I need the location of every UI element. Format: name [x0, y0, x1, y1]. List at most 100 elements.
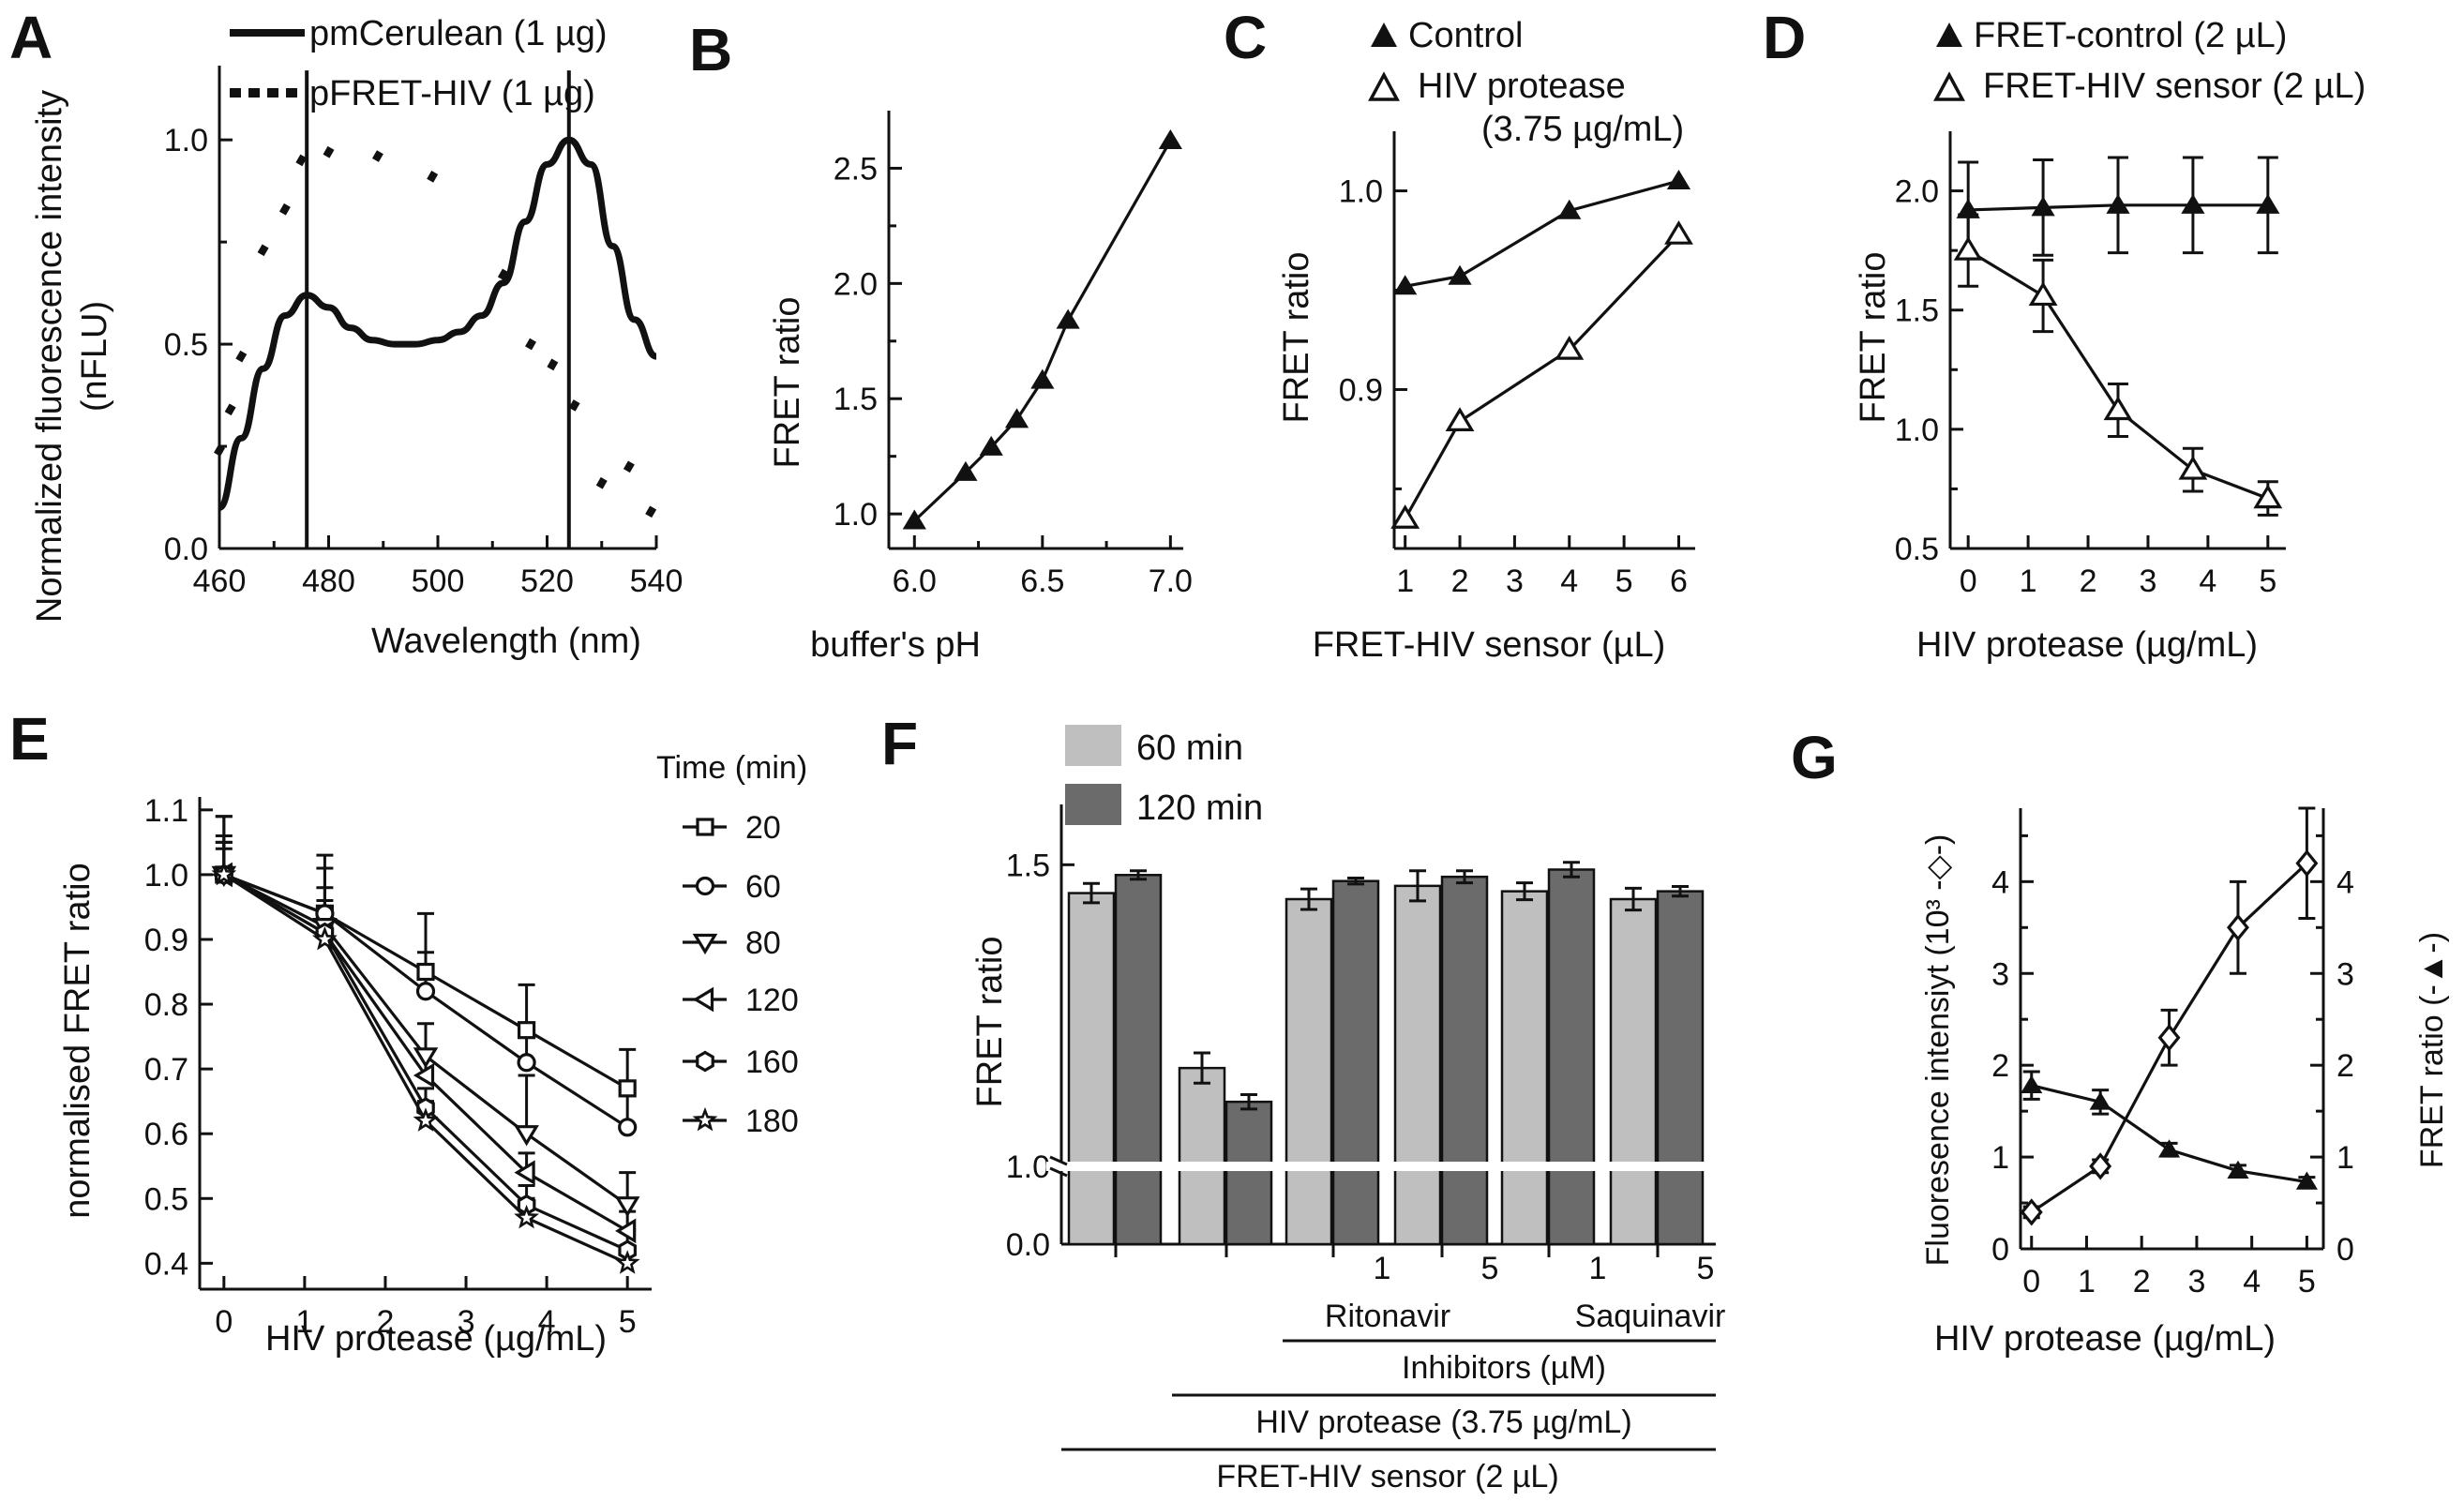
panel-g-ylabel-left: Fluoresence intensiyt (10³ -◇-): [1920, 834, 1956, 1267]
panel-e-point: [517, 1021, 536, 1040]
panel-d-point: [2106, 193, 2130, 214]
panel-c-point: [1664, 220, 1693, 245]
panel-a-ylabel-1: Normalized fluorescence intensity: [30, 90, 69, 623]
panel-c-xtick-label: 3: [1506, 563, 1524, 599]
panel-e-ytick-label: 0.9: [144, 923, 188, 958]
panel-e-xtick-label: 0: [215, 1304, 233, 1340]
panel-d-point: [2253, 484, 2283, 509]
panel-b-xtick-label: 6.5: [1020, 563, 1064, 599]
panel-b-point: [1158, 128, 1182, 149]
panel-g-right-ytick-label: 0: [2336, 1232, 2354, 1268]
panel-b-line: [913, 140, 1172, 522]
panel-d-point: [1953, 236, 1983, 261]
panel-f-bar-60-0: [1067, 892, 1116, 1246]
panel-g-ytick-label: 0: [1991, 1232, 2009, 1268]
legend-e-label-60: 60: [745, 869, 781, 905]
panel-f-bar-60-2: [1285, 897, 1333, 1246]
panel-d-xtick-label: 2: [2080, 563, 2097, 599]
panel-d-point: [2181, 193, 2205, 214]
panel-d-xtick-label: 4: [2199, 563, 2216, 599]
panel-c-ytick-label: 1.0: [1339, 174, 1383, 210]
panel-g-xtick-label: 4: [2243, 1264, 2261, 1299]
panel-b-xlabel: buffer's pH: [810, 625, 981, 665]
panel-f-bracket-inhibitors-label: Inhibitors (µM): [1402, 1350, 1606, 1386]
legend-c-control: Control: [1408, 16, 1524, 55]
panel-b-point: [1004, 408, 1029, 428]
panel-g-ytick-label: 3: [1991, 956, 2009, 992]
panel-a-pfret-point: [257, 244, 269, 257]
panel-a-plot: 460 480 500 520 540 0.0 0.5 1.0: [164, 66, 683, 599]
panel-d-legend: FRET-control (2 µL) FRET-HIV sensor (2 µ…: [1933, 16, 2366, 106]
panel-c-point: [1557, 199, 1582, 219]
panel-f-ytick-label: 0.0: [1006, 1227, 1050, 1263]
panel-g-ytick-label: 4: [1991, 864, 2009, 900]
panel-c-legend: Control HIV protease (3.75 µg/mL): [1368, 16, 1684, 149]
panel-c: C Control HIV protease (3.75 µg/mL) FRET…: [1224, 4, 1684, 665]
panel-b-point: [954, 460, 978, 481]
panel-c-xlabel: FRET-HIV sensor (µL): [1313, 625, 1666, 665]
panel-e-xtick-label: 5: [619, 1304, 637, 1340]
panel-c-line-0: [1405, 179, 1679, 288]
panel-c-point: [1448, 264, 1472, 285]
panel-a-xtick-label: 460: [193, 563, 247, 599]
panel-f-bar-120-1: [1224, 1100, 1273, 1246]
legend-e-marker: [692, 986, 714, 1013]
panel-e-ylabel: normalised FRET ratio: [58, 863, 98, 1218]
panel-c-point: [1555, 335, 1585, 360]
panel-a-ytick-label: 1.0: [164, 123, 208, 158]
panel-b-ytick-label: 1.5: [834, 382, 878, 417]
panel-g-ylabel-right: FRET ratio (-▲-): [2414, 932, 2450, 1168]
panel-d-plot: 0 1 2 3 4 5 0.5 1.0 1.5 2.0: [1895, 131, 2286, 599]
legend-f-60-swatch: [1065, 725, 1121, 766]
panel-f-bar-120-0: [1114, 874, 1163, 1246]
panel-e-point: [416, 962, 435, 982]
panel-g-xtick-label: 5: [2298, 1264, 2316, 1299]
panel-f-axis-break: [1046, 1162, 1725, 1171]
legend-a-pfret: pFRET-HIV (1 µg): [309, 74, 595, 113]
panel-a-pfret-point: [278, 203, 291, 216]
legend-c-protease-marker: [1368, 71, 1400, 101]
panel-e-xtick-label: 2: [377, 1304, 395, 1340]
legend-e-marker: [692, 933, 718, 955]
panel-a-pfret-point: [623, 460, 635, 473]
panel-e-point: [311, 925, 338, 951]
panel-d-ytick-label: 0.5: [1895, 532, 1939, 567]
legend-c-protease: HIV protease: [1418, 67, 1626, 106]
panel-g-point: [2157, 1024, 2181, 1052]
panel-c-label: C: [1224, 4, 1267, 71]
panel-a-pfret-point: [323, 145, 335, 158]
panel-b-point: [1056, 308, 1080, 329]
panel-e-point: [614, 1250, 640, 1274]
panel-a-pfret-point: [547, 358, 559, 371]
legend-d-sensor: FRET-HIV sensor (2 µL): [1983, 67, 2366, 106]
panel-f-dose-3: 1: [1589, 1251, 1607, 1286]
panel-e-point: [415, 982, 436, 1001]
panel-f-bar-60-5: [1609, 897, 1658, 1246]
panel-f-bar-120-3: [1440, 875, 1489, 1246]
panel-d-ytick-label: 1.5: [1895, 293, 1939, 329]
panel-b: B buffer's pH FRET ratio: [689, 16, 981, 665]
panel-f-bar-60-3: [1393, 884, 1442, 1246]
panel-c-xtick-label: 1: [1396, 563, 1414, 599]
panel-e-ytick-label: 1.0: [144, 858, 188, 894]
panel-d-xlabel: HIV protease (µg/mL): [1916, 625, 2258, 665]
legend-d-sensor-marker: [1933, 71, 1965, 101]
panel-g-ytick-label: 2: [1991, 1048, 2009, 1084]
panel-f-drug-saquinavir: Saquinavir: [1575, 1299, 1726, 1334]
panel-f-bracket-protease-label: HIV protease (3.75 µg/mL): [1255, 1404, 1631, 1440]
panel-a-xtick-label: 480: [302, 563, 355, 599]
panel-g-xtick-label: 2: [2133, 1264, 2151, 1299]
panel-f-ylabel: FRET ratio: [970, 936, 1010, 1107]
panel-a-legend: pmCerulean (1 µg) pFRET-HIV (1 µg): [230, 14, 608, 113]
panel-b-label: B: [689, 16, 732, 83]
panel-e-point: [413, 1047, 439, 1069]
panel-e-point: [618, 1118, 638, 1137]
panel-c-point: [1393, 275, 1418, 295]
panel-d-xtick-label: 1: [2020, 563, 2037, 599]
panel-f-bar-120-5: [1656, 890, 1705, 1246]
panel-f-dose-1: 1: [1374, 1251, 1391, 1286]
panel-g-point: [2089, 1091, 2111, 1110]
